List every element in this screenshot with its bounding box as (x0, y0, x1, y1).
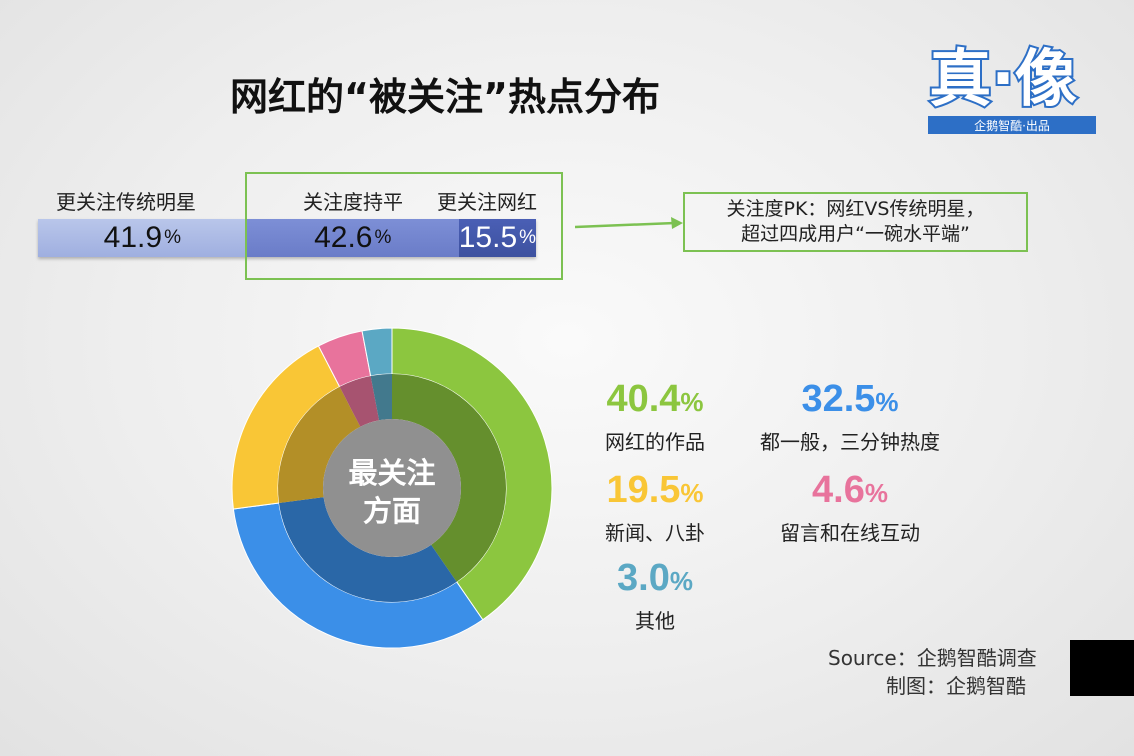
donut-slice-inner-2 (278, 386, 361, 503)
legend-item-news: 19.5% 新闻、八卦 (565, 468, 745, 546)
arrow-icon (575, 217, 683, 229)
legend-label-news: 新闻、八卦 (605, 521, 705, 545)
credit-note: 制图：企鹅智酷 (886, 674, 1026, 698)
legend-value-interaction: 4.6% (812, 469, 888, 511)
donut-center (323, 419, 461, 557)
donut-inner-ring (278, 374, 506, 602)
donut-center-label-1: 最关注 (348, 456, 435, 490)
bar-value-internet-celeb: 15.5 (458, 221, 518, 254)
corner-block (1070, 640, 1134, 696)
callout-box: 关注度PK：网红VS传统明星， 超过四成用户“一碗水平端” (683, 192, 1028, 252)
chart-title: 网红的“被关注”热点分布 (230, 75, 660, 119)
bar-unit-internet-celeb: % (519, 227, 537, 248)
legend-label-works: 网红的作品 (605, 430, 705, 454)
source-note: Source：企鹅智酷调查 (828, 646, 1037, 670)
logo-main-text: 真·像 (929, 42, 1077, 115)
legend-value-works: 40.4% (606, 378, 704, 420)
donut-slice-inner-1 (278, 497, 457, 602)
legend-label-interaction: 留言和在线互动 (780, 521, 920, 545)
donut-slice-inner-0 (392, 374, 506, 582)
legend-label-other: 其他 (635, 609, 675, 633)
bar-value-equal: 42.6 (314, 221, 373, 254)
bar-label-equal: 关注度持平 (303, 190, 403, 214)
donut-slice-outer-0 (391, 327, 553, 621)
logo: 真·像 企鹅智酷·出品 (927, 40, 1096, 134)
legend-item-general: 32.5% 都一般，三分钟热度 (760, 377, 940, 455)
logo-sub-text: 企鹅智酷·出品 (974, 118, 1050, 133)
highlight-box (245, 172, 563, 280)
donut-outer-ring (231, 327, 553, 649)
legend-label-general: 都一般，三分钟热度 (760, 430, 940, 454)
bar-value-traditional: 41.9 (103, 221, 163, 254)
stacked-percent-bar: 41.9% 42.6% 15.5% (38, 219, 536, 257)
bar-unit-equal: % (374, 227, 392, 248)
bar-segment-internet-celeb: 15.5% (459, 219, 536, 257)
bar-label-traditional: 更关注传统明星 (56, 190, 196, 214)
legend-value-news: 19.5% (606, 469, 704, 511)
bar-unit-traditional: % (164, 227, 181, 248)
donut-slice-inner-4 (370, 374, 392, 421)
legend-value-other: 3.0% (617, 557, 693, 599)
legend-value-general: 32.5% (801, 378, 899, 420)
callout-line-1: 关注度PK：网红VS传统明星， (726, 198, 985, 220)
callout-line-2: 超过四成用户“一碗水平端” (741, 223, 970, 245)
donut-slice-inner-3 (339, 376, 380, 427)
donut-center-label-2: 方面 (363, 494, 421, 528)
legend-item-works: 40.4% 网红的作品 (565, 377, 745, 455)
bar-label-internet-celeb: 更关注网红 (437, 190, 537, 214)
legend-item-interaction: 4.6% 留言和在线互动 (760, 468, 940, 546)
bar-segment-traditional: 41.9% (38, 219, 247, 257)
donut-chart: 最关注 方面 (231, 327, 553, 649)
legend-item-other: 3.0% 其他 (565, 556, 745, 634)
bar-segment-equal: 42.6% (246, 219, 459, 257)
